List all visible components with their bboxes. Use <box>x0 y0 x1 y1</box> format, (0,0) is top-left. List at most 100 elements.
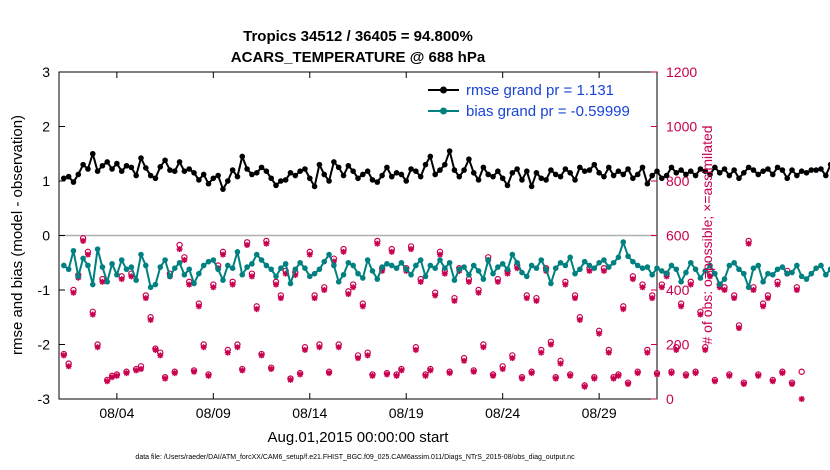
rmse-point <box>374 179 381 185</box>
obs-assimilated-point <box>191 368 198 375</box>
bias-point <box>210 257 217 263</box>
rmse-point <box>659 175 665 182</box>
obs-assimilated-point <box>707 273 714 280</box>
bias-point <box>413 262 419 269</box>
bias-point <box>519 269 525 276</box>
rmse-point <box>205 180 212 187</box>
obs-assimilated-point <box>219 251 226 258</box>
rmse-point <box>384 164 390 171</box>
rmse-point <box>316 161 323 168</box>
rmse-point <box>369 177 376 183</box>
rmse-point <box>355 175 361 182</box>
rmse-point <box>157 164 164 170</box>
obs-assimilated-point <box>576 316 583 323</box>
rmse-point <box>326 178 332 184</box>
left-tick-label: 0 <box>42 228 50 244</box>
obs-assimilated-point <box>789 381 796 388</box>
obs-assimilated-point <box>432 292 439 299</box>
rmse-point <box>630 175 636 182</box>
obs-assimilated-point <box>282 270 289 277</box>
bias-point <box>128 264 135 270</box>
x-tick-label: 08/24 <box>485 405 520 421</box>
rmse-point <box>292 172 299 179</box>
obs-assimilated-point <box>374 240 381 247</box>
obs-assimilated-point <box>774 281 781 288</box>
x-axis: 08/04 08/09 08/14 08/19 08/24 08/29 <box>99 72 617 421</box>
obs-assimilated-point <box>572 295 579 302</box>
rmse-point <box>654 168 660 174</box>
bias-point <box>466 271 472 278</box>
rmse-point <box>104 159 111 165</box>
right-tick-label: 0 <box>666 391 674 407</box>
bias-point <box>620 239 627 245</box>
bias-point <box>716 281 723 288</box>
bias-point <box>335 279 342 285</box>
bias-point <box>273 273 279 280</box>
obs-assimilated-point <box>687 281 694 288</box>
rmse-point <box>70 179 77 185</box>
obs-assimilated-point <box>654 371 660 378</box>
obs-assimilated-point <box>692 370 699 377</box>
bias-point <box>755 262 762 269</box>
obs-assimilated-point <box>195 303 202 310</box>
obs-assimilated-point <box>567 372 574 379</box>
bias-point <box>581 258 588 265</box>
obs-assimilated-point <box>229 281 236 288</box>
bias-point <box>692 266 699 273</box>
obs-assimilated-point <box>152 346 159 353</box>
obs-assimilated-point <box>321 287 328 293</box>
bias-point <box>374 276 381 282</box>
bias-point <box>538 257 545 263</box>
obs-assimilated-point <box>113 372 120 379</box>
rmse-point <box>649 172 655 179</box>
right-tick-label: 400 <box>666 282 690 298</box>
bias-point <box>345 259 352 266</box>
left-tick-label: -2 <box>38 337 51 353</box>
obs-assimilated-point <box>147 316 154 323</box>
left-y-axis: 3 2 1 0 -1 -2 -3 <box>38 64 65 407</box>
rmse-point <box>475 177 482 183</box>
rmse-point <box>114 160 120 167</box>
rmse-point <box>335 164 342 171</box>
rmse-point <box>572 177 578 183</box>
bias-point <box>822 271 829 278</box>
bias-point <box>634 262 641 269</box>
obs-assimilated-point <box>702 346 709 353</box>
rmse-point <box>210 175 217 182</box>
bias-point <box>268 266 274 273</box>
bias-point <box>302 265 308 272</box>
rmse-point <box>620 171 627 178</box>
bias-point <box>514 259 520 266</box>
bias-point <box>504 266 511 273</box>
rmse-point <box>543 177 549 183</box>
bias-point <box>528 262 535 269</box>
rmse-point <box>485 171 492 178</box>
rmse-point <box>605 164 612 171</box>
bias-point <box>205 258 212 265</box>
bias-point <box>456 266 463 273</box>
rmse-point <box>774 164 781 171</box>
bias-point <box>287 280 294 287</box>
obs-assimilated-point <box>109 374 116 381</box>
bias-point <box>432 265 438 272</box>
bias-point <box>731 259 737 266</box>
rmse-point <box>147 172 154 179</box>
left-tick-label: 3 <box>42 64 50 80</box>
bias-point <box>162 257 168 263</box>
rmse-point <box>779 167 786 173</box>
obs-assimilated-point <box>70 289 77 296</box>
rmse-point <box>234 173 241 180</box>
bias-point <box>572 270 578 277</box>
bias-point <box>577 266 583 273</box>
rmse-point <box>118 168 125 174</box>
bias-point <box>104 279 111 285</box>
obs-assimilated-point <box>422 372 429 379</box>
bias-point <box>200 262 207 269</box>
bias-point <box>654 265 660 272</box>
obs-assimilated-point <box>383 371 390 378</box>
legend: rmse grand pr = 1.131 bias grand pr = -0… <box>428 82 630 120</box>
obs-assimilated-point <box>658 284 665 291</box>
chart-title-line1: Tropics 34512 / 36405 = 94.800% <box>243 28 473 45</box>
obs-assimilated-point <box>470 368 477 375</box>
obs-assimilated-point <box>625 381 632 388</box>
